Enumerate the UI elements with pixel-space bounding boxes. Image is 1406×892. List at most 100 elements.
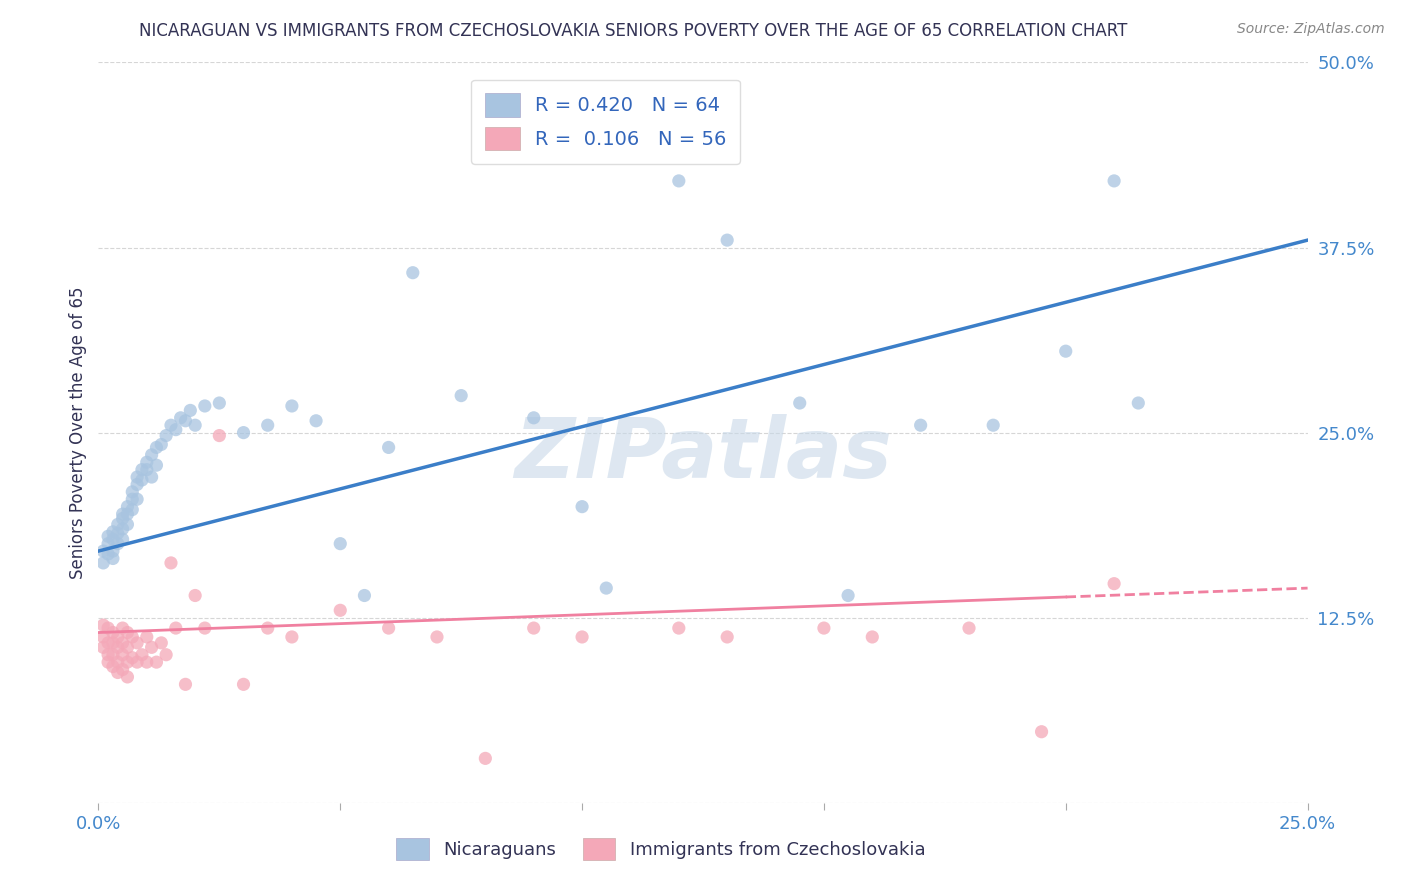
Point: [141, 470, 163, 484]
Point: [117, 507, 139, 521]
Point: [208, 396, 231, 410]
Point: [1128, 396, 1150, 410]
Point: [145, 655, 167, 669]
Point: [97, 547, 120, 561]
Point: [111, 636, 134, 650]
Point: [353, 589, 375, 603]
Point: [121, 492, 143, 507]
Point: [174, 677, 197, 691]
Point: [101, 648, 124, 662]
Point: [837, 589, 859, 603]
Point: [135, 462, 157, 476]
Point: [789, 396, 811, 410]
Point: [91, 640, 114, 655]
Point: [208, 428, 231, 442]
Point: [101, 636, 124, 650]
Point: [957, 621, 980, 635]
Point: [107, 630, 129, 644]
Point: [111, 648, 134, 662]
Point: [523, 410, 546, 425]
Point: [117, 655, 139, 669]
Point: [127, 492, 149, 507]
Point: [97, 636, 120, 650]
Point: [91, 556, 114, 570]
Point: [165, 423, 187, 437]
Point: [107, 526, 129, 541]
Point: [305, 414, 328, 428]
Point: [377, 621, 399, 635]
Point: [1054, 344, 1077, 359]
Point: [813, 621, 835, 635]
Point: [910, 418, 932, 433]
Legend: R = 0.420   N = 64, R =  0.106   N = 56: R = 0.420 N = 64, R = 0.106 N = 56: [471, 79, 740, 164]
Point: [101, 544, 124, 558]
Point: [523, 621, 546, 635]
Point: [145, 441, 167, 455]
Point: [117, 500, 139, 514]
Point: [91, 618, 114, 632]
Point: [111, 507, 134, 521]
Point: [101, 533, 124, 547]
Point: [377, 441, 399, 455]
Point: [402, 266, 425, 280]
Point: [127, 470, 149, 484]
Point: [1102, 174, 1125, 188]
Point: [194, 399, 217, 413]
Point: [135, 455, 157, 469]
Point: [97, 621, 120, 635]
Point: [571, 630, 593, 644]
Point: [131, 648, 153, 662]
Point: [571, 500, 593, 514]
Point: [97, 529, 120, 543]
Point: [595, 581, 617, 595]
Point: [111, 522, 134, 536]
Point: [184, 589, 207, 603]
Point: [121, 630, 143, 644]
Point: [174, 414, 197, 428]
Point: [145, 458, 167, 473]
Point: [668, 621, 690, 635]
Point: [169, 410, 191, 425]
Point: [281, 399, 304, 413]
Point: [232, 425, 254, 440]
Point: [121, 650, 143, 665]
Point: [91, 544, 114, 558]
Point: [150, 636, 173, 650]
Point: [101, 551, 124, 566]
Text: Source: ZipAtlas.com: Source: ZipAtlas.com: [1237, 22, 1385, 37]
Point: [101, 625, 124, 640]
Point: [474, 751, 496, 765]
Point: [155, 428, 177, 442]
Point: [256, 418, 278, 433]
Point: [127, 477, 149, 491]
Legend: Nicaraguans, Immigrants from Czechoslovakia: Nicaraguans, Immigrants from Czechoslova…: [381, 823, 941, 874]
Point: [127, 655, 149, 669]
Text: NICARAGUAN VS IMMIGRANTS FROM CZECHOSLOVAKIA SENIORS POVERTY OVER THE AGE OF 65 : NICARAGUAN VS IMMIGRANTS FROM CZECHOSLOV…: [139, 22, 1126, 40]
Point: [232, 677, 254, 691]
Point: [111, 621, 134, 635]
Point: [97, 648, 120, 662]
Point: [131, 473, 153, 487]
Point: [165, 621, 187, 635]
Point: [256, 621, 278, 635]
Point: [450, 388, 472, 402]
Point: [141, 448, 163, 462]
Point: [155, 648, 177, 662]
Point: [426, 630, 449, 644]
Point: [716, 630, 738, 644]
Point: [117, 517, 139, 532]
Point: [981, 418, 1004, 433]
Text: ZIPatlas: ZIPatlas: [515, 414, 891, 495]
Y-axis label: Seniors Poverty Over the Age of 65: Seniors Poverty Over the Age of 65: [69, 286, 87, 579]
Point: [107, 665, 129, 680]
Point: [101, 659, 124, 673]
Point: [1102, 576, 1125, 591]
Point: [281, 630, 304, 644]
Point: [150, 437, 173, 451]
Point: [131, 462, 153, 476]
Point: [107, 517, 129, 532]
Point: [1031, 724, 1053, 739]
Point: [121, 484, 143, 499]
Point: [160, 556, 183, 570]
Point: [91, 630, 114, 644]
